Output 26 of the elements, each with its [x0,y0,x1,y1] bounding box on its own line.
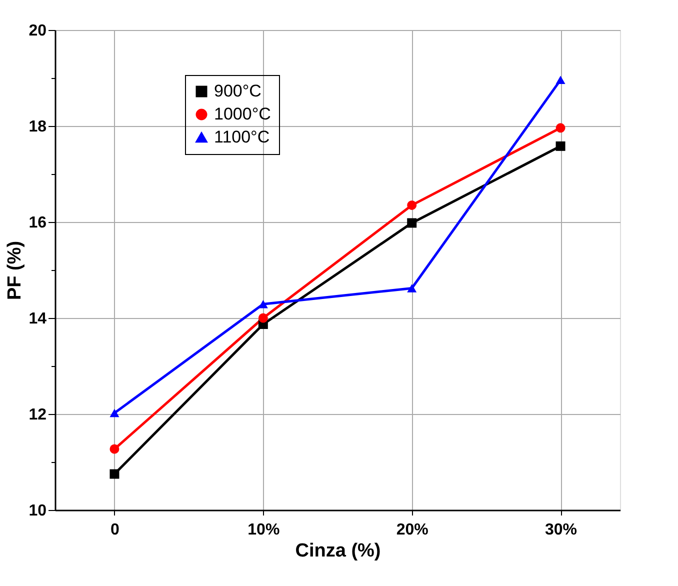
y-tick-label: 14 [28,310,47,328]
point [556,123,566,133]
y-tick-label: 20 [28,22,47,40]
point [556,76,566,84]
legend-label: 900°C [214,82,262,100]
x-axis-title: Cinza (%) [295,540,381,562]
y-tick-label: 12 [28,406,47,424]
x-tick-label: 30% [545,522,578,538]
y-tick-label: 16 [28,214,47,232]
x-tick-label: 10% [248,522,280,538]
y-axis-title: PF (%) [4,240,26,300]
y-tick-label: 10 [28,502,47,520]
point [407,284,417,292]
x-tick-label: 0 [110,522,120,538]
y-tick-label: 18 [28,118,47,136]
point [407,200,417,210]
point [110,444,120,454]
x-tick-label: 20% [396,522,428,538]
point [110,469,120,479]
point [258,300,268,308]
point [407,218,417,228]
point [258,313,268,323]
point [110,408,120,418]
legend-label: 1000°C [214,104,271,124]
point [556,141,566,151]
legend-label: 1100°C [214,128,270,146]
